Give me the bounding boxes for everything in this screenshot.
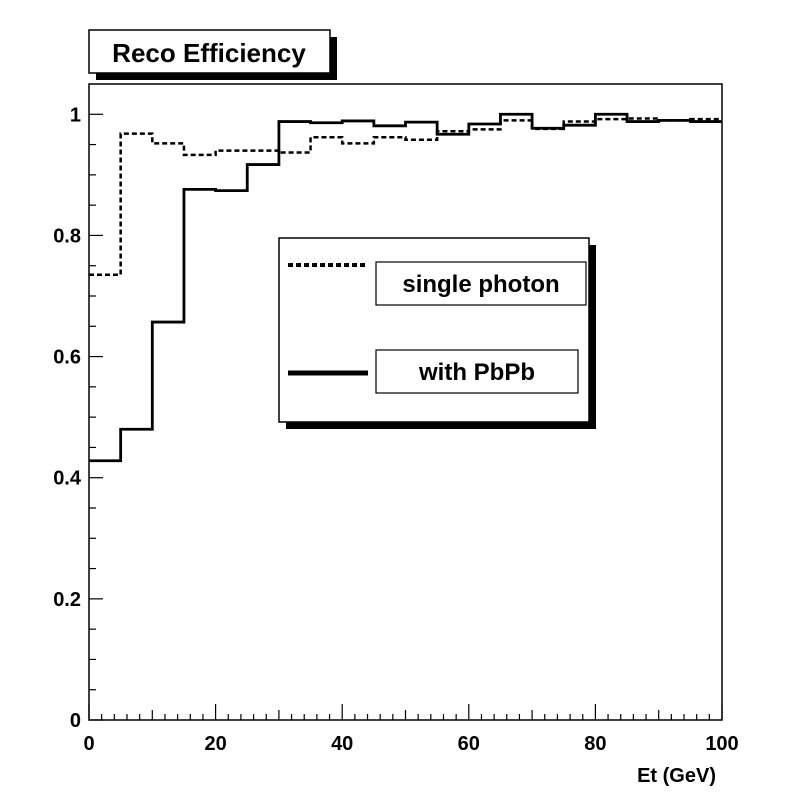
y-tick-label: 0 (70, 710, 81, 732)
series-line-single-photon (89, 117, 722, 277)
y-tick-label: 1 (70, 104, 81, 126)
y-axis: 0 0.2 0.4 0.6 0.8 1 (53, 104, 103, 732)
x-tick-label: 0 (83, 733, 94, 755)
x-tick-label: 20 (204, 733, 226, 755)
legend-label-single-photon: single photon (402, 271, 559, 298)
x-axis: 0 20 40 60 80 100 (83, 704, 739, 755)
x-axis-title: Et (GeV) (637, 765, 716, 787)
legend-label-box-single-photon (375, 261, 587, 306)
y-tick-label: 0.4 (53, 468, 82, 490)
y-tick-label: 0.8 (53, 225, 81, 247)
chart-title: Reco Efficiency (112, 38, 306, 68)
y-tick-label: 0.2 (53, 589, 81, 611)
x-tick-label: 100 (705, 733, 738, 755)
legend-label-box-with-pbpb (375, 349, 579, 394)
legend-label-with-pbpb: with PbPb (418, 359, 535, 386)
series-line-with-pbpb (89, 112, 722, 463)
series-layer (89, 112, 722, 463)
legend: single photon with PbPb (278, 237, 596, 429)
x-tick-label: 60 (458, 733, 480, 755)
x-tick-label: 80 (584, 733, 606, 755)
y-tick-label: 0.6 (53, 347, 81, 369)
title-box (88, 29, 331, 74)
x-tick-label: 40 (331, 733, 353, 755)
